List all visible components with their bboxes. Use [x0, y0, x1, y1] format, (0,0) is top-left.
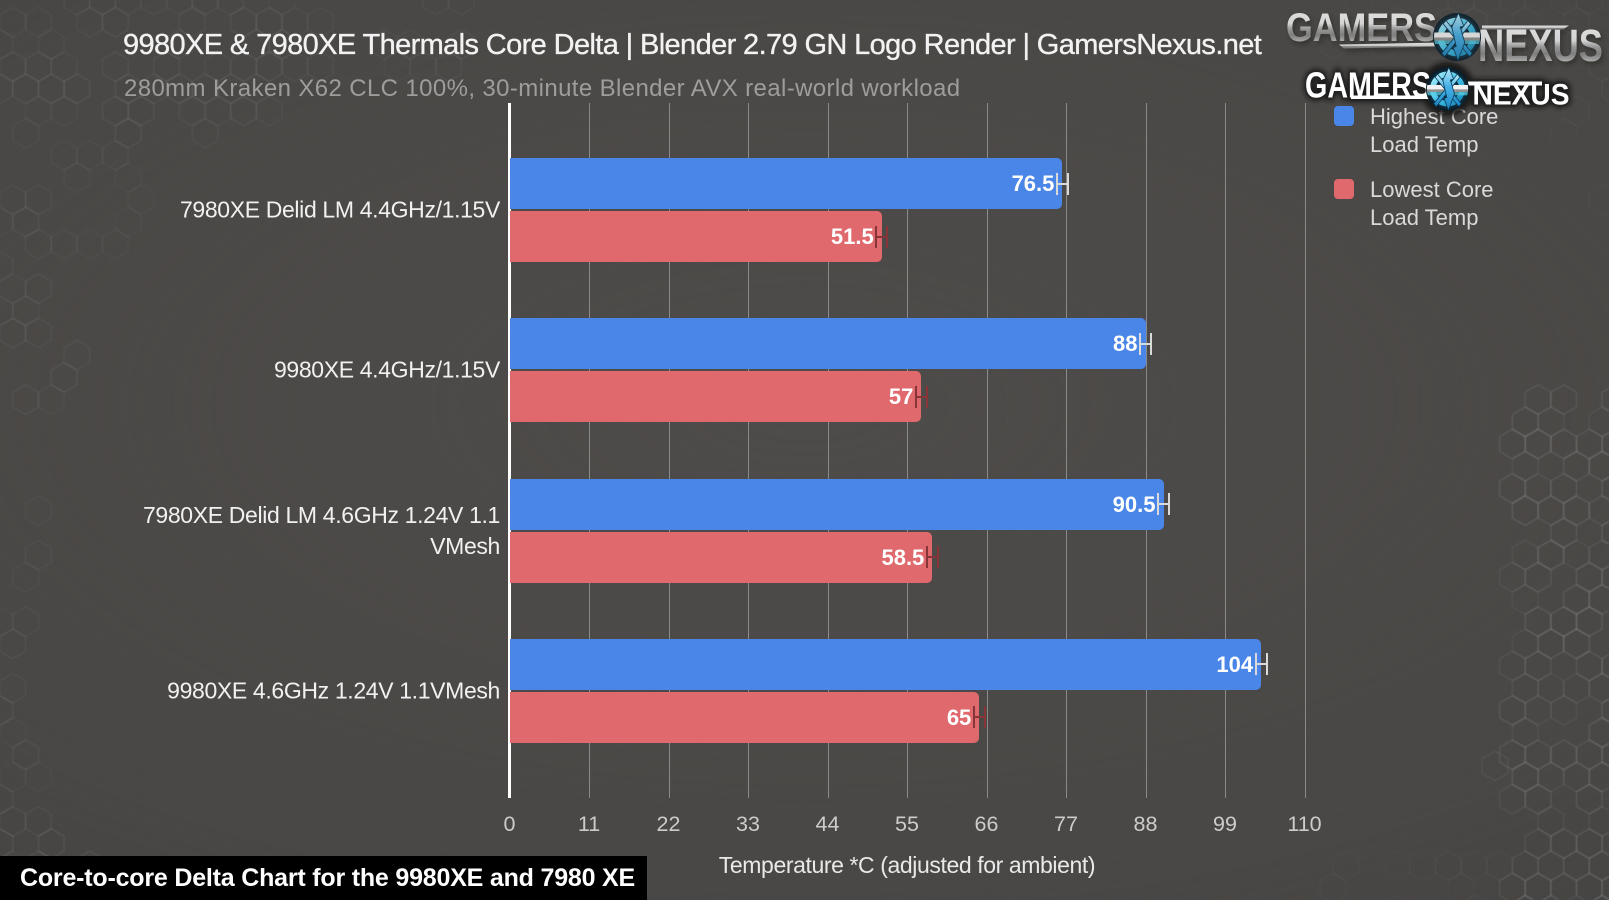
svg-text:GAMERS: GAMERS [1305, 65, 1431, 106]
svg-text:GAMERS: GAMERS [1286, 6, 1437, 50]
svg-text:NEXUS: NEXUS [1478, 20, 1603, 71]
